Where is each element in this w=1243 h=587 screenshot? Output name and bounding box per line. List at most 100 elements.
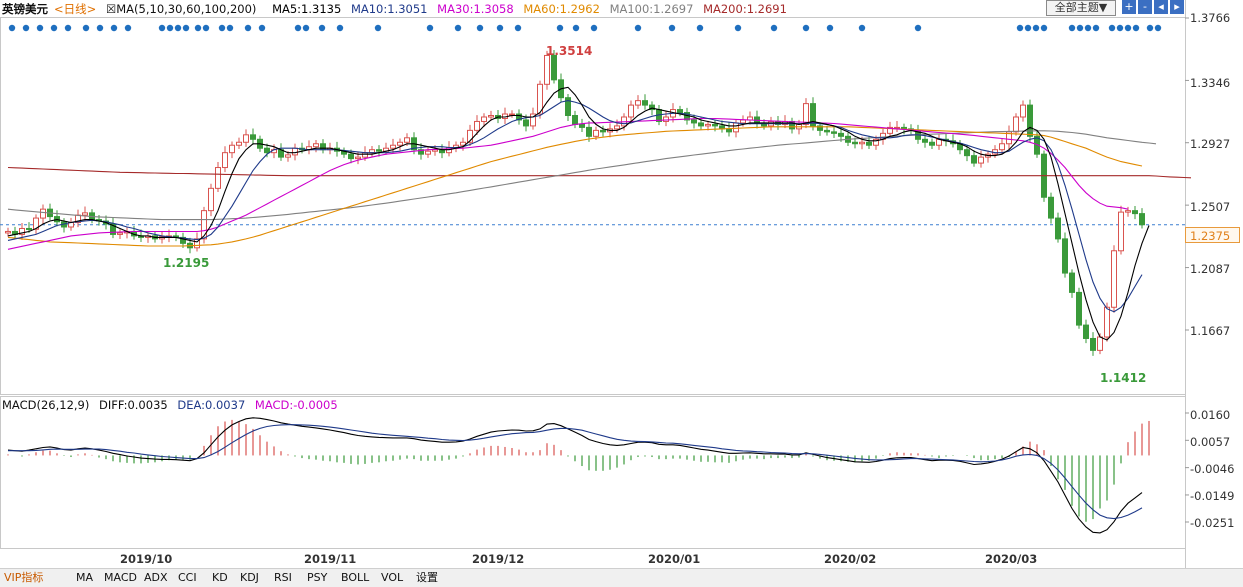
date-tick: 2019/12 — [472, 552, 525, 566]
macd-tick: -0.0251 — [1190, 516, 1235, 530]
candle-body — [250, 134, 256, 140]
signal-dot — [1146, 24, 1154, 32]
candle-body — [642, 100, 648, 106]
candle-body — [852, 141, 858, 145]
diff-label: DIFF:0.0035 — [99, 398, 168, 412]
ma-params-text: MA(5,10,30,60,100,200) — [116, 2, 257, 16]
candle-body — [712, 123, 718, 127]
candle-body — [404, 137, 410, 143]
symbol-label: 英镑美元 — [2, 2, 48, 16]
candle-body — [873, 138, 879, 146]
signal-dot — [194, 24, 202, 32]
signal-dot — [166, 24, 174, 32]
candle-body — [418, 149, 424, 155]
theme-button[interactable]: 全部主题▼ — [1046, 0, 1116, 16]
tab-psy[interactable]: PSY — [307, 571, 328, 584]
candle-body — [215, 167, 221, 189]
signal-dot — [1132, 24, 1140, 32]
tab-kdj[interactable]: KDJ — [240, 571, 259, 584]
signal-dot — [1084, 24, 1092, 32]
signal-dot — [734, 24, 742, 32]
candle-body — [243, 134, 249, 143]
candle-body — [649, 104, 655, 111]
candle-body — [1013, 116, 1019, 133]
candle-body — [614, 125, 620, 130]
candle-body — [838, 132, 844, 137]
candle-body — [824, 129, 830, 133]
period-label[interactable]: <日线> — [54, 2, 97, 16]
current-price-label: 1.2375 — [1185, 227, 1240, 243]
signal-dot — [202, 24, 210, 32]
candle-body — [922, 138, 928, 143]
signal-dot — [1108, 24, 1116, 32]
tab-cci[interactable]: CCI — [178, 571, 197, 584]
ma100-line — [7, 130, 1157, 221]
signal-dot — [244, 24, 252, 32]
signal-dot — [1016, 24, 1024, 32]
signal-dot — [8, 24, 16, 32]
candle-body — [978, 156, 984, 164]
tab-adx[interactable]: ADX — [144, 571, 168, 584]
tab-vip[interactable]: VIP指标 — [4, 571, 44, 584]
signal-dot — [426, 24, 434, 32]
candle-body — [1055, 217, 1061, 240]
ma200-line — [7, 166, 1192, 179]
tab-boll[interactable]: BOLL — [341, 571, 370, 584]
signal-dot — [476, 24, 484, 32]
candle-body — [964, 149, 970, 157]
signal-dot — [556, 24, 564, 32]
candle-body — [82, 212, 88, 216]
candle-body — [201, 210, 207, 240]
candle-body — [292, 147, 298, 156]
zoom-in-icon[interactable]: + — [1122, 0, 1136, 14]
candle-body — [390, 144, 396, 149]
candle-body — [866, 141, 872, 146]
ma30-line — [7, 117, 1129, 250]
signal-dot — [1116, 24, 1124, 32]
signal-dot — [226, 24, 234, 32]
tab-kd[interactable]: KD — [212, 571, 228, 584]
macd-panel-frame — [0, 396, 1186, 549]
signal-dot — [1040, 24, 1048, 32]
signal-dot — [1068, 24, 1076, 32]
candle-body — [929, 141, 935, 146]
candle-body — [460, 141, 466, 146]
candle-body — [628, 104, 634, 118]
candle-body — [635, 100, 641, 106]
tab-settings[interactable]: 设置 — [416, 571, 438, 584]
macd-tick: 0.0057 — [1190, 435, 1231, 449]
candle-body — [1118, 211, 1124, 252]
candle-body — [579, 123, 585, 128]
macd-tick: -0.0046 — [1190, 462, 1235, 476]
candle-body — [817, 125, 823, 131]
scroll-right-icon[interactable]: ▸ — [1170, 0, 1184, 14]
tab-vol[interactable]: VOL — [381, 571, 404, 584]
candle-body — [971, 155, 977, 164]
scroll-left-icon[interactable]: ◂ — [1154, 0, 1168, 14]
candle-body — [810, 103, 816, 127]
ma10-line — [7, 100, 1143, 313]
zoom-out-icon[interactable]: - — [1138, 0, 1152, 14]
candle-body — [425, 150, 431, 155]
tab-macd[interactable]: MACD — [104, 571, 137, 584]
candle-body — [19, 227, 25, 235]
candle-body — [544, 54, 550, 85]
signal-dot — [158, 24, 166, 32]
candle-body — [222, 152, 228, 169]
dea-label: DEA:0.0037 — [177, 398, 246, 412]
candle-body — [229, 144, 235, 154]
signal-dot — [914, 24, 922, 32]
tab-rsi[interactable]: RSI — [274, 571, 292, 584]
candle-body — [999, 143, 1005, 151]
candle-body — [208, 187, 214, 212]
candle-body — [397, 141, 403, 146]
tab-ma[interactable]: MA — [76, 571, 94, 584]
candle-body — [26, 227, 32, 230]
ma30-label: MA30:1.3058 — [437, 2, 514, 16]
candle-body — [1076, 291, 1082, 326]
candle-body — [1069, 272, 1075, 293]
price-panel-frame — [0, 17, 1186, 395]
price-tick: 1.2087 — [1190, 262, 1231, 276]
date-tick: 2019/10 — [120, 552, 173, 566]
